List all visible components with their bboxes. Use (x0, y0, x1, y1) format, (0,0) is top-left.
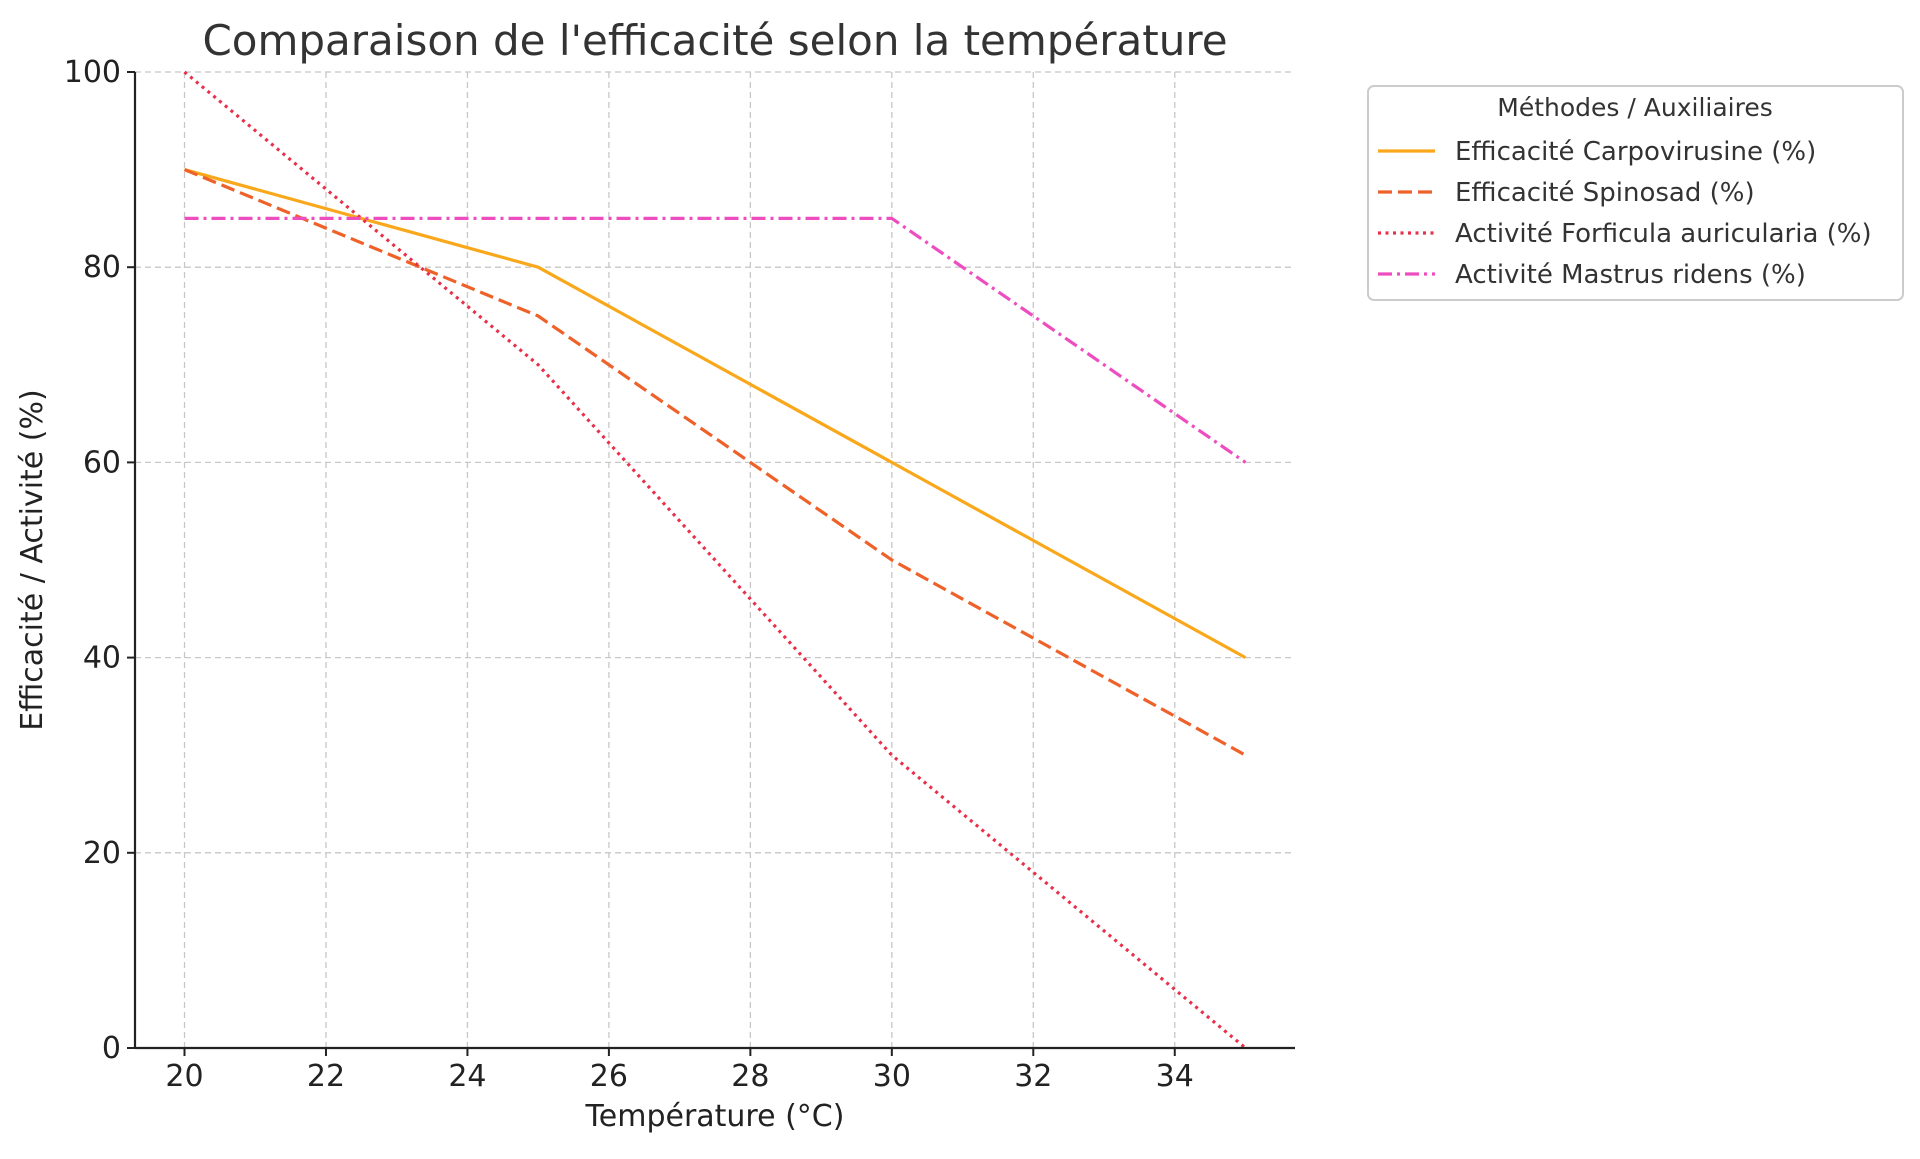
series-lines (183, 70, 1247, 1050)
legend-label-2: Efficacité Spinosad (%) (1455, 178, 1755, 208)
y-tick-label: 100 (64, 55, 121, 90)
legend-label-4: Activité Mastrus ridens (%) (1455, 260, 1806, 290)
series-line-1 (184, 168, 1247, 660)
legend-frame (1367, 85, 1904, 301)
series-line-2 (183, 168, 1247, 757)
legend-title: Méthodes / Auxiliaires (1497, 93, 1772, 122)
x-tick-label: 28 (731, 1059, 769, 1094)
y-tick-label: 20 (83, 836, 121, 871)
x-axis-label: Température (°C) (585, 1099, 845, 1134)
x-tick-label: 30 (873, 1059, 911, 1094)
series-line-3 (183, 70, 1247, 1050)
chart-title: Comparaison de l'efficacité selon la tem… (202, 16, 1227, 65)
y-axis-label: Efficacité / Activité (%) (15, 389, 50, 730)
x-tick-label: 34 (1156, 1059, 1194, 1094)
y-tick-label: 60 (83, 445, 121, 480)
series-line-4 (184, 216, 1247, 464)
x-tick-label: 24 (448, 1059, 486, 1094)
y-tick-label: 80 (83, 250, 121, 285)
x-tick-label: 22 (307, 1059, 345, 1094)
y-tick-label: 40 (83, 641, 121, 676)
legend-label-3: Activité Forficula auricularia (%) (1455, 219, 1872, 249)
x-tick-label: 26 (590, 1059, 628, 1094)
y-tick-label: 0 (102, 1031, 121, 1066)
legend: Méthodes / Auxiliaires Efficacité Carpov… (1367, 85, 1904, 301)
x-tick-label: 20 (165, 1059, 203, 1094)
axes: 20 22 24 26 28 30 32 34 0 20 40 60 80 100 (64, 55, 1295, 1094)
x-tick-label: 32 (1014, 1059, 1052, 1094)
legend-label-1: Efficacité Carpovirusine (%) (1455, 137, 1816, 167)
